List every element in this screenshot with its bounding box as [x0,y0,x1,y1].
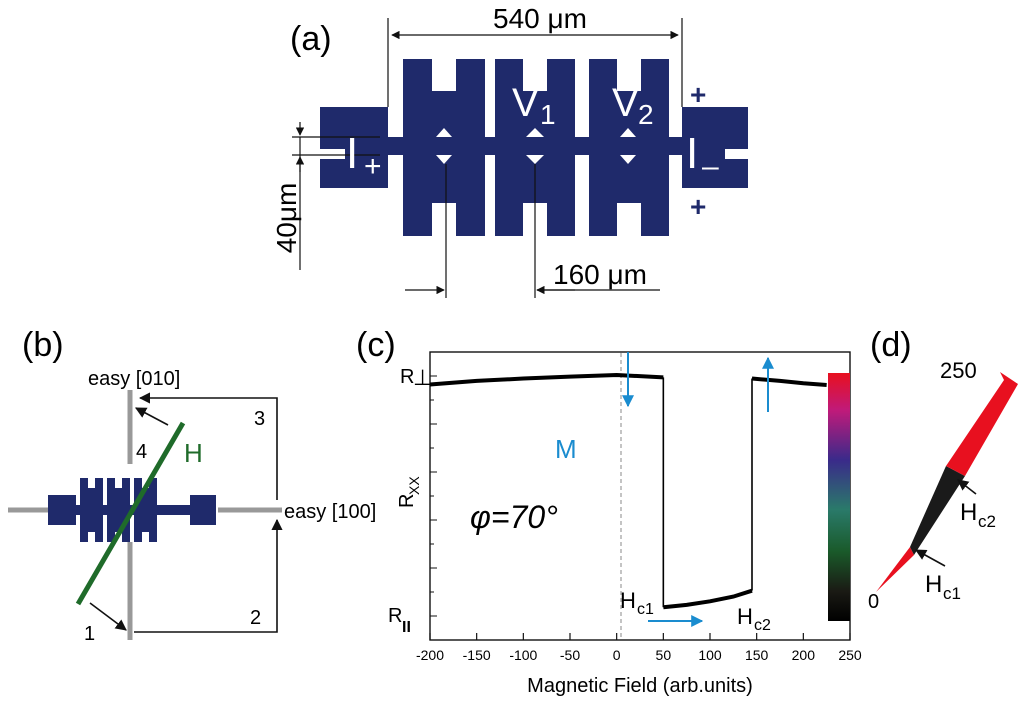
hc2-sub: c2 [754,617,771,634]
panel-d-label: (d) [870,326,912,364]
i-plus-label: I [346,129,358,178]
step-1: 1 [84,623,95,645]
x-tick-label: -50 [560,647,580,663]
wedge-low [876,547,914,592]
x-tick-label: -100 [509,647,537,663]
panel-c: (c) -200 -150 -100 -50 0 50 100 150 200 250 R ⊥ R… [356,326,862,697]
plus-bottom: + [690,191,706,222]
panel-a-label: (a) [290,20,332,58]
panel-a: (a) [271,3,748,298]
plot-frame [429,351,851,641]
field-direction-line [75,421,186,606]
rxx-curve [429,372,827,610]
svg-text:R: R [396,494,418,508]
v2-sub: 2 [638,99,654,130]
panel-c-label: (c) [356,326,396,364]
r-par-label: R [388,605,402,627]
dim-160um: 160 μm [553,259,647,290]
hc2-pointer [957,479,977,495]
panel-d: (d) 250 0 H c1 H c2 [868,326,1018,613]
hc1-sub: c1 [637,601,654,618]
d-hc1-label: H [925,571,942,598]
x-tick-label: -150 [463,647,491,663]
r-perp-label: R [400,366,414,388]
color-bar [828,373,850,621]
svg-text:XX: XX [406,476,422,495]
rxx-segment-2 [663,588,753,610]
hc2-label: H [737,604,753,629]
hall-bar-device [320,59,748,236]
d-hc2-label: H [960,499,977,526]
x-tick-label: -200 [416,647,444,663]
device-labels: V 1 V 2 I + I – [346,81,719,183]
easy-100-label: easy [100] [284,501,376,523]
rxx-segment-1 [429,372,664,387]
panel-b: (b) easy [010] easy [100] H [8,326,376,645]
d-top-value: 250 [940,358,977,383]
v1-sub: 1 [540,99,556,130]
i-minus-sub: – [702,150,719,183]
x-tick-label: 250 [838,647,862,663]
panel-b-label: (b) [22,326,64,364]
d-hc2-sub: c2 [978,512,996,531]
m-label: M [555,434,577,464]
easy-010-label: easy [010] [88,368,180,390]
y-axis-title: R XX [396,476,422,508]
easy-axes [8,390,282,640]
d-hc1-sub: c1 [943,584,961,603]
rxx-segment-3 [751,376,827,387]
i-minus-label: I [686,129,698,178]
i-plus-sub: + [364,150,382,183]
dim-540um: 540 μm [493,3,587,34]
r-par-sub: II [402,619,411,636]
plus-top: + [690,79,706,110]
hc1-label: H [620,588,636,613]
r-perp-sub: ⊥ [413,365,432,390]
v1-label: V [512,81,539,125]
x-axis-ticks: -200 -150 -100 -50 0 50 100 150 200 250 [416,633,862,663]
hc1-pointer [915,549,946,567]
v2-label: V [612,81,639,125]
field-h-label: H [184,438,203,468]
step-4: 4 [136,441,147,463]
x-tick-label: 150 [745,647,769,663]
wedge-middle [910,466,965,555]
x-tick-label: 100 [698,647,722,663]
phi-label: φ=70° [470,499,558,535]
step-2: 2 [250,607,261,629]
wedge-high [946,372,1018,476]
x-axis-title: Magnetic Field (arb.units) [527,675,753,697]
d-bottom-value: 0 [868,591,879,613]
dim-40um: 40μm [271,183,302,254]
sweep-path [89,392,283,633]
x-tick-label: 200 [792,647,816,663]
step-3: 3 [254,408,265,430]
x-tick-label: 50 [656,647,672,663]
x-tick-label: 0 [613,647,621,663]
y-axis-ticks [430,375,437,617]
dimension-lines [292,18,683,298]
